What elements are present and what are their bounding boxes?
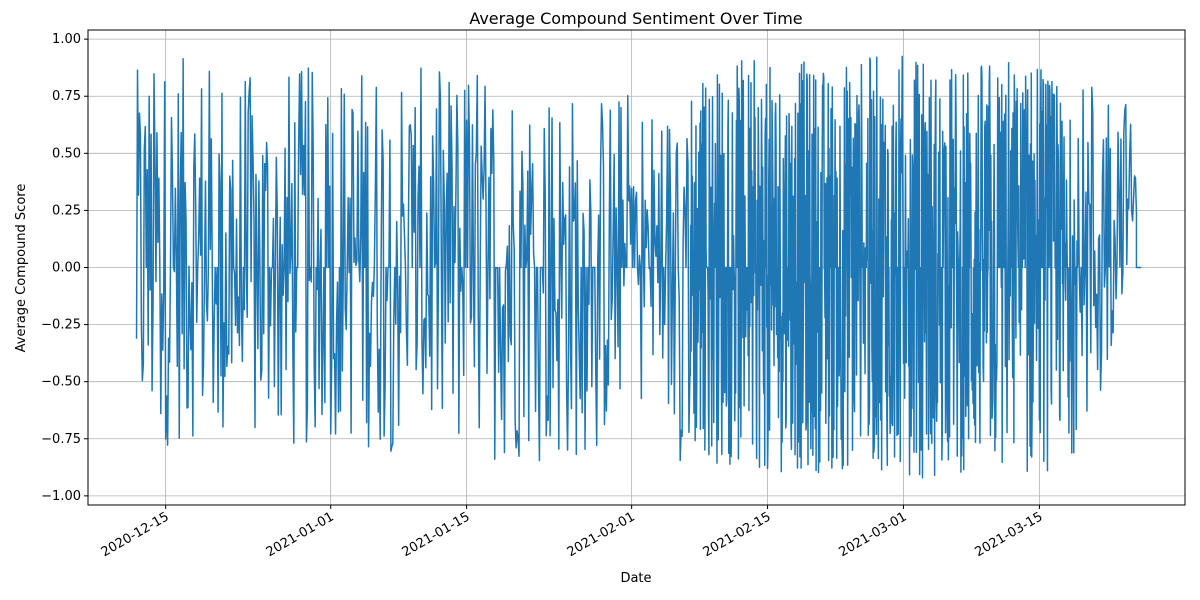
x-tick-label: 2020-12-15	[99, 509, 172, 560]
sentiment-series-line	[135, 55, 1142, 479]
y-axis: −1.00 −0.75 −0.50 −0.25 0.00 0.25 0.50 0.75 1.00	[41, 32, 88, 504]
x-axis-label: Date	[620, 571, 651, 586]
y-tick-label: 0.00	[52, 261, 81, 276]
x-axis: 2020-12-15 2021-01-01 2021-01-15 2021-02-01…	[99, 505, 1045, 560]
x-tick-label: 2021-02-01	[565, 509, 638, 560]
x-tick-label: 2021-02-15	[701, 509, 774, 560]
y-tick-label: 0.25	[52, 203, 81, 218]
x-tick-label: 2021-03-15	[972, 509, 1045, 560]
y-tick-label: −0.25	[41, 318, 81, 333]
y-tick-label: −1.00	[41, 489, 81, 504]
x-tick-label: 2021-03-01	[837, 509, 910, 560]
x-tick-label: 2021-01-01	[264, 509, 337, 560]
series-line	[135, 55, 1142, 479]
y-tick-label: 0.50	[52, 146, 81, 161]
x-tick-label: 2021-01-15	[400, 509, 473, 560]
chart-title: Average Compound Sentiment Over Time	[469, 9, 802, 28]
y-axis-label: Average Compound Score	[14, 184, 29, 353]
y-tick-label: −0.50	[41, 375, 81, 390]
y-tick-label: −0.75	[41, 432, 81, 447]
y-tick-label: 1.00	[52, 32, 81, 47]
y-tick-label: 0.75	[52, 89, 81, 104]
